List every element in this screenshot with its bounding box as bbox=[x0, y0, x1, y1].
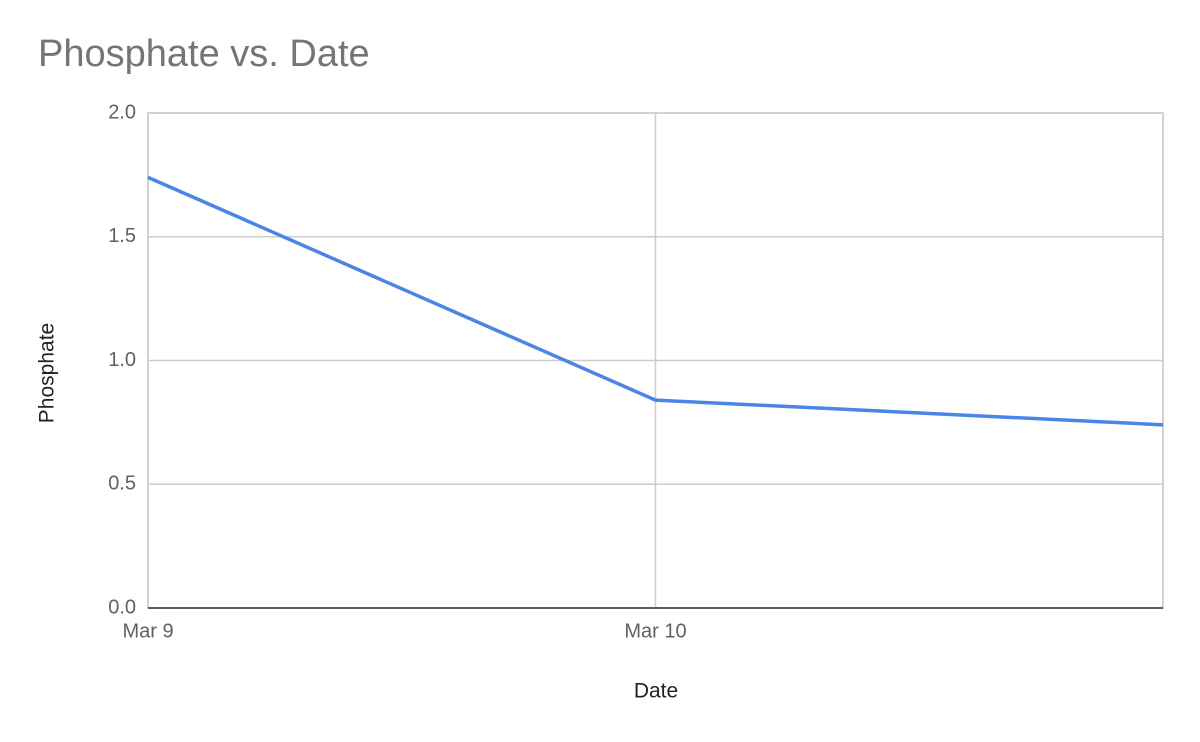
y-tick-label: 1.5 bbox=[108, 225, 136, 247]
y-tick-label: 0.0 bbox=[108, 596, 136, 618]
y-tick-label: 0.5 bbox=[108, 473, 136, 495]
chart-title: Phosphate vs. Date bbox=[38, 33, 370, 75]
y-tick-label: 2.0 bbox=[108, 101, 136, 123]
y-tick-label: 1.0 bbox=[108, 349, 136, 371]
data-line bbox=[147, 175, 1164, 427]
y-axis-title: Phosphate bbox=[36, 323, 59, 423]
x-axis-title: Date bbox=[634, 680, 678, 703]
x-tick-label: Mar 10 bbox=[624, 620, 686, 642]
x-tick-label: Mar 9 bbox=[122, 620, 173, 642]
